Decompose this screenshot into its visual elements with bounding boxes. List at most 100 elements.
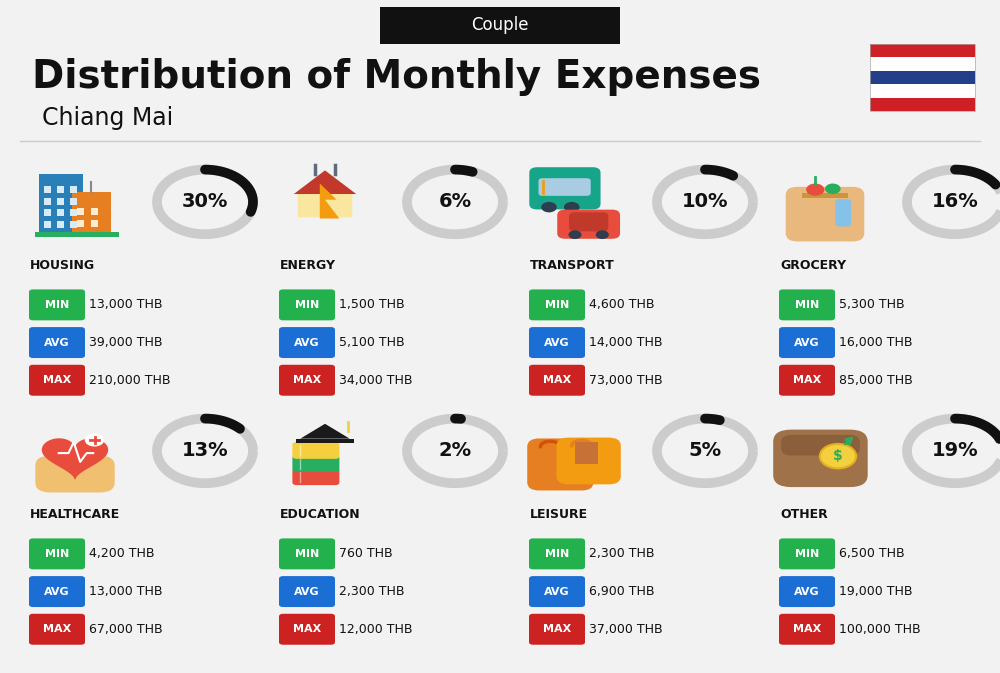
FancyBboxPatch shape bbox=[279, 614, 335, 645]
Text: MIN: MIN bbox=[295, 300, 319, 310]
Text: 37,000 THB: 37,000 THB bbox=[589, 623, 663, 636]
Circle shape bbox=[820, 444, 856, 468]
FancyBboxPatch shape bbox=[781, 435, 860, 456]
Text: 6%: 6% bbox=[438, 192, 472, 211]
Text: AVG: AVG bbox=[544, 338, 570, 347]
Text: 5,100 THB: 5,100 THB bbox=[339, 336, 405, 349]
Text: MAX: MAX bbox=[293, 625, 321, 634]
Text: MIN: MIN bbox=[45, 300, 69, 310]
Text: 10%: 10% bbox=[682, 192, 728, 211]
Text: MIN: MIN bbox=[795, 549, 819, 559]
Text: TRANSPORT: TRANSPORT bbox=[530, 259, 615, 273]
Text: MIN: MIN bbox=[795, 300, 819, 310]
FancyBboxPatch shape bbox=[779, 327, 835, 358]
FancyBboxPatch shape bbox=[292, 468, 339, 485]
Text: AVG: AVG bbox=[794, 338, 820, 347]
Circle shape bbox=[568, 230, 582, 239]
Polygon shape bbox=[300, 424, 350, 439]
Text: 6,900 THB: 6,900 THB bbox=[589, 585, 654, 598]
Text: 19,000 THB: 19,000 THB bbox=[839, 585, 912, 598]
FancyBboxPatch shape bbox=[29, 327, 85, 358]
Text: 210,000 THB: 210,000 THB bbox=[89, 374, 170, 387]
Text: 100,000 THB: 100,000 THB bbox=[839, 623, 921, 636]
FancyBboxPatch shape bbox=[779, 365, 835, 396]
Text: Couple: Couple bbox=[471, 16, 529, 34]
FancyBboxPatch shape bbox=[91, 209, 98, 215]
Circle shape bbox=[541, 202, 557, 213]
Text: 34,000 THB: 34,000 THB bbox=[339, 374, 413, 387]
Text: HEALTHCARE: HEALTHCARE bbox=[30, 508, 120, 522]
Text: MIN: MIN bbox=[545, 300, 569, 310]
Text: GROCERY: GROCERY bbox=[780, 259, 846, 273]
FancyBboxPatch shape bbox=[529, 538, 585, 569]
FancyBboxPatch shape bbox=[870, 84, 975, 98]
Text: 13%: 13% bbox=[182, 441, 228, 460]
FancyBboxPatch shape bbox=[292, 442, 339, 459]
FancyBboxPatch shape bbox=[296, 439, 354, 443]
Text: MAX: MAX bbox=[43, 376, 71, 385]
Text: 67,000 THB: 67,000 THB bbox=[89, 623, 163, 636]
FancyBboxPatch shape bbox=[529, 576, 585, 607]
FancyBboxPatch shape bbox=[57, 186, 64, 192]
Text: 2,300 THB: 2,300 THB bbox=[339, 585, 404, 598]
Text: MIN: MIN bbox=[545, 549, 569, 559]
FancyBboxPatch shape bbox=[29, 614, 85, 645]
Text: AVG: AVG bbox=[294, 338, 320, 347]
FancyBboxPatch shape bbox=[72, 192, 111, 234]
Text: 4,600 THB: 4,600 THB bbox=[589, 298, 654, 312]
FancyBboxPatch shape bbox=[57, 209, 64, 216]
FancyBboxPatch shape bbox=[870, 71, 975, 84]
Text: MAX: MAX bbox=[543, 376, 571, 385]
Text: 30%: 30% bbox=[182, 192, 228, 211]
Text: OTHER: OTHER bbox=[780, 508, 828, 522]
Text: 760 THB: 760 THB bbox=[339, 547, 393, 561]
FancyBboxPatch shape bbox=[870, 98, 975, 111]
FancyBboxPatch shape bbox=[279, 289, 335, 320]
Text: 5%: 5% bbox=[688, 441, 722, 460]
Text: 5,300 THB: 5,300 THB bbox=[839, 298, 905, 312]
FancyBboxPatch shape bbox=[870, 44, 975, 57]
FancyBboxPatch shape bbox=[279, 365, 335, 396]
Text: MAX: MAX bbox=[293, 376, 321, 385]
Text: 16%: 16% bbox=[932, 192, 978, 211]
Text: 2,300 THB: 2,300 THB bbox=[589, 547, 654, 561]
Text: MAX: MAX bbox=[543, 625, 571, 634]
Circle shape bbox=[806, 184, 824, 196]
FancyBboxPatch shape bbox=[802, 193, 848, 198]
FancyBboxPatch shape bbox=[57, 198, 64, 205]
FancyBboxPatch shape bbox=[529, 365, 585, 396]
Text: 2%: 2% bbox=[438, 441, 472, 460]
FancyBboxPatch shape bbox=[39, 174, 83, 234]
FancyBboxPatch shape bbox=[380, 7, 620, 44]
Circle shape bbox=[564, 202, 580, 213]
FancyBboxPatch shape bbox=[70, 221, 77, 228]
Text: AVG: AVG bbox=[544, 587, 570, 596]
FancyBboxPatch shape bbox=[529, 327, 585, 358]
Text: Chiang Mai: Chiang Mai bbox=[42, 106, 173, 130]
Polygon shape bbox=[320, 184, 339, 219]
Text: 39,000 THB: 39,000 THB bbox=[89, 336, 162, 349]
FancyBboxPatch shape bbox=[59, 474, 91, 483]
Text: 6,500 THB: 6,500 THB bbox=[839, 547, 905, 561]
FancyBboxPatch shape bbox=[575, 442, 598, 464]
FancyBboxPatch shape bbox=[773, 429, 868, 487]
Text: 13,000 THB: 13,000 THB bbox=[89, 585, 162, 598]
FancyBboxPatch shape bbox=[91, 220, 98, 227]
FancyBboxPatch shape bbox=[44, 186, 51, 192]
FancyBboxPatch shape bbox=[279, 576, 335, 607]
Text: MAX: MAX bbox=[793, 376, 821, 385]
Text: 1,500 THB: 1,500 THB bbox=[339, 298, 405, 312]
Circle shape bbox=[825, 184, 841, 194]
FancyBboxPatch shape bbox=[779, 289, 835, 320]
FancyBboxPatch shape bbox=[35, 232, 119, 237]
Text: MAX: MAX bbox=[43, 625, 71, 634]
FancyBboxPatch shape bbox=[70, 198, 77, 205]
Text: 85,000 THB: 85,000 THB bbox=[839, 374, 913, 387]
FancyBboxPatch shape bbox=[557, 210, 620, 239]
FancyBboxPatch shape bbox=[70, 209, 77, 216]
Text: MIN: MIN bbox=[45, 549, 69, 559]
FancyBboxPatch shape bbox=[57, 221, 64, 228]
FancyBboxPatch shape bbox=[556, 437, 621, 485]
FancyBboxPatch shape bbox=[44, 209, 51, 216]
FancyBboxPatch shape bbox=[35, 456, 115, 493]
